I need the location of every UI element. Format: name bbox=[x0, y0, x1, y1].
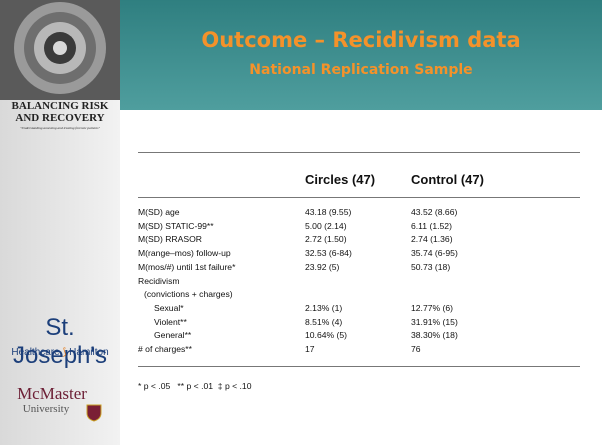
table-cell: 2.13% (1) bbox=[305, 303, 342, 313]
logo-text: Healthcare bbox=[11, 347, 59, 358]
table-cell: 8.51% (4) bbox=[305, 317, 342, 327]
table-cell: 10.64% (5) bbox=[305, 330, 347, 340]
table-cell: # of charges** bbox=[138, 344, 192, 354]
crest bbox=[86, 404, 102, 422]
logo-text: Healthcare ⟆ Hamilton bbox=[0, 347, 120, 358]
slide: BALANCING RISK AND RECOVERY "Understandi… bbox=[0, 0, 602, 445]
table-cell: Violent** bbox=[154, 317, 187, 327]
brand: BALANCING RISK bbox=[0, 100, 120, 112]
table-cell: Sexual* bbox=[154, 303, 184, 313]
table-cell: M(SD) STATIC-99** bbox=[138, 221, 214, 231]
title: Outcome – Recidivism data bbox=[120, 28, 602, 52]
staircase-image bbox=[0, 0, 120, 100]
table-cell: 76 bbox=[411, 344, 421, 354]
column-header: Circles (47) bbox=[305, 172, 375, 187]
table-cell: 43.18 (9.55) bbox=[305, 207, 351, 217]
column-header: Control (47) bbox=[411, 172, 484, 187]
table-cell: 31.91% (15) bbox=[411, 317, 458, 327]
table-cell: 35.74 (6-95) bbox=[411, 248, 458, 258]
table-cell: 23.92 (5) bbox=[305, 262, 339, 272]
brand: AND RECOVERY bbox=[0, 112, 120, 124]
logo-text: McMaster bbox=[0, 384, 112, 404]
table-cell: 12.77% (6) bbox=[411, 303, 453, 313]
table-cell: M(SD) age bbox=[138, 207, 180, 217]
rule bbox=[138, 366, 580, 367]
table-cell: Recidivism bbox=[138, 276, 180, 286]
rule bbox=[138, 197, 580, 198]
table-cell: 50.73 (18) bbox=[411, 262, 450, 272]
table-cell: 5.00 (2.14) bbox=[305, 221, 347, 231]
table-cell: 43.52 (8.66) bbox=[411, 207, 457, 217]
table-cell: M(range–mos) follow-up bbox=[138, 248, 231, 258]
logo-text: Hamilton bbox=[69, 347, 108, 358]
table-cell: General** bbox=[154, 330, 191, 340]
table-cell: 32.53 (6-84) bbox=[305, 248, 352, 258]
table-cell: 6.11 (1.52) bbox=[411, 221, 452, 231]
rule bbox=[138, 152, 580, 153]
table-cell: 2.72 (1.50) bbox=[305, 234, 347, 244]
tagline: "Understanding assessing and treating fo… bbox=[0, 126, 120, 130]
table-cell: M(SD) RRASOR bbox=[138, 234, 202, 244]
table-cell: M(mos/#) until 1st failure* bbox=[138, 262, 235, 272]
table-cell: 17 bbox=[305, 344, 315, 354]
footnote: * p < .05 ** p < .01 ‡ p < .10 bbox=[138, 381, 251, 391]
table-cell: 2.74 (1.36) bbox=[411, 234, 453, 244]
sidebar: BALANCING RISK AND RECOVERY "Understandi… bbox=[0, 0, 120, 445]
header-band bbox=[120, 0, 602, 110]
table-cell: 38.30% (18) bbox=[411, 330, 458, 340]
logo-text: St. Joseph's bbox=[0, 314, 120, 370]
table-cell: (convictions + charges) bbox=[144, 289, 233, 299]
subtitle: National Replication Sample bbox=[120, 62, 602, 78]
